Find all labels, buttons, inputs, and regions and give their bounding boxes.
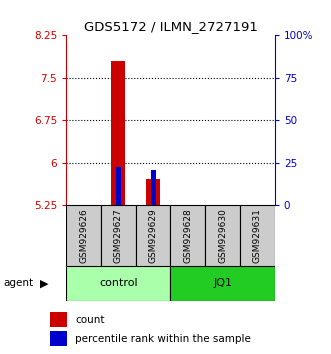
Bar xyxy=(101,205,136,266)
Bar xyxy=(170,205,205,266)
Bar xyxy=(66,205,101,266)
Bar xyxy=(50,312,67,327)
Text: GSM929628: GSM929628 xyxy=(183,208,192,263)
Bar xyxy=(50,331,67,346)
Text: percentile rank within the sample: percentile rank within the sample xyxy=(75,334,251,344)
Text: control: control xyxy=(99,278,138,288)
Bar xyxy=(151,170,156,205)
Text: GSM929629: GSM929629 xyxy=(149,208,158,263)
Bar xyxy=(240,205,275,266)
Text: JQ1: JQ1 xyxy=(213,278,232,288)
Bar xyxy=(146,179,160,205)
Bar xyxy=(116,167,121,205)
Text: GSM929630: GSM929630 xyxy=(218,208,227,263)
Bar xyxy=(136,205,170,266)
Bar xyxy=(111,61,125,205)
Text: GSM929627: GSM929627 xyxy=(114,208,123,263)
Text: ▶: ▶ xyxy=(40,278,48,288)
Title: GDS5172 / ILMN_2727191: GDS5172 / ILMN_2727191 xyxy=(83,20,258,33)
Bar xyxy=(170,266,275,301)
Text: agent: agent xyxy=(3,278,33,288)
Bar xyxy=(205,205,240,266)
Bar xyxy=(66,266,170,301)
Text: count: count xyxy=(75,315,105,325)
Text: GSM929626: GSM929626 xyxy=(79,208,88,263)
Text: GSM929631: GSM929631 xyxy=(253,208,262,263)
